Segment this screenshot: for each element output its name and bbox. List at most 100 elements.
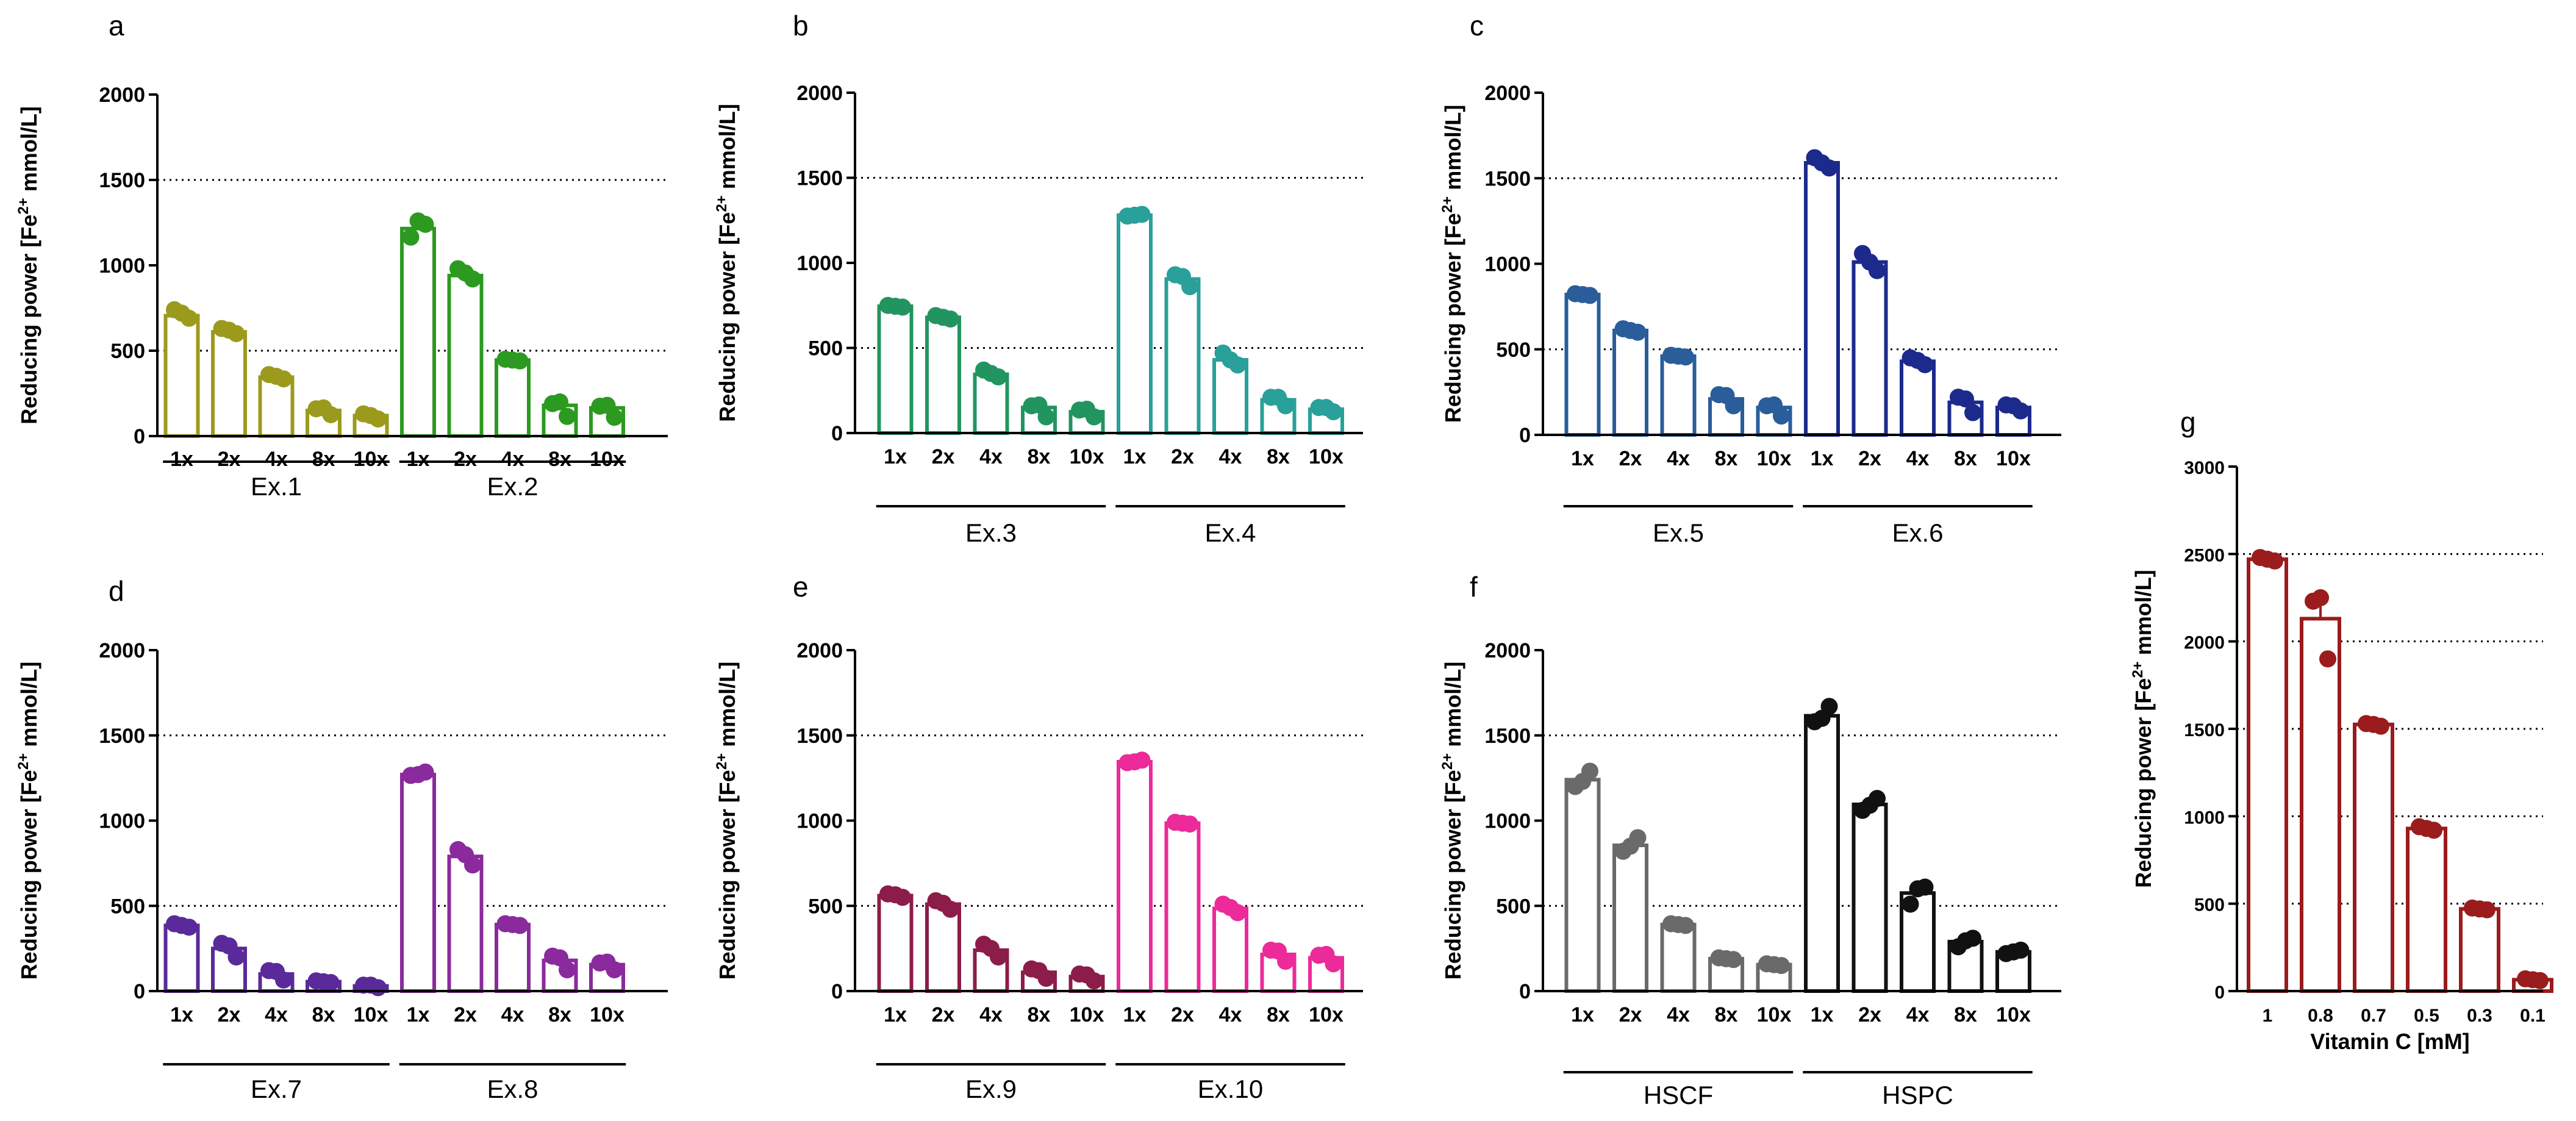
x-tick-label: 10x <box>590 1003 624 1026</box>
y-axis-label: Reducing power [Fe2+ mmol/L] <box>15 662 41 980</box>
data-point <box>1717 387 1735 404</box>
x-tick-label: 10x <box>354 448 388 471</box>
bar <box>1804 714 1840 994</box>
data-point <box>551 393 568 410</box>
bar <box>877 304 914 435</box>
bar <box>211 330 247 439</box>
data-point <box>2319 650 2336 668</box>
x-tick-label: 2x <box>932 445 955 468</box>
x-tick-label: 2x <box>932 1003 955 1026</box>
data-point <box>887 298 904 315</box>
x-tick-label: 10x <box>1996 1003 2031 1026</box>
bar <box>1852 260 1888 437</box>
y-tick-label: 1000 <box>1484 253 1531 276</box>
y-tick-label: 1000 <box>2184 808 2225 828</box>
panel-d-chart: d 0 500 1000 1500 2000 Reducing power [Fe2+ mm… <box>15 575 668 1103</box>
y-tick-label: 500 <box>808 337 843 360</box>
x-tick-label: 8x <box>1954 447 1977 470</box>
y-axis-label-superscript: 2+ <box>714 195 730 212</box>
x-tick-label: 0.3 <box>2467 1006 2492 1026</box>
y-tick-label: 1500 <box>2184 720 2225 740</box>
bar <box>2300 617 2341 993</box>
y-tick-label: 1500 <box>796 167 843 190</box>
panel-letter: c <box>1470 10 1484 41</box>
data-point <box>2471 900 2488 918</box>
data-point <box>1861 253 1878 271</box>
x-tick-label: 0.1 <box>2520 1006 2546 1026</box>
x-tick-label: 4x <box>979 1003 1003 1026</box>
data-point <box>1766 396 1783 414</box>
x-tick-label: 8x <box>548 448 571 471</box>
data-point <box>362 976 379 994</box>
data-point <box>1078 400 1095 418</box>
data-point <box>1622 321 1639 339</box>
data-point <box>409 212 427 230</box>
x-axis-label: Vitamin C [mM] <box>2310 1029 2469 1054</box>
x-tick-label: 10x <box>1309 1003 1343 1026</box>
data-point <box>1622 837 1639 855</box>
y-tick-label: 500 <box>1496 338 1531 362</box>
data-point <box>2312 589 2329 606</box>
y-tick-label: 0 <box>831 422 843 445</box>
data-point <box>598 953 616 971</box>
bar <box>1852 802 1888 993</box>
data-point <box>1861 797 1878 814</box>
y-tick-label: 1000 <box>99 254 145 278</box>
group-label: Ex.4 <box>1204 518 1256 547</box>
y-tick-label: 2000 <box>1484 639 1531 662</box>
y-axis-label-part: Reducing power [Fe <box>2131 678 2156 888</box>
data-point <box>1909 880 1927 898</box>
y-axis-label-part: mmol/L] <box>1440 105 1465 196</box>
x-tick-label: 4x <box>501 1003 524 1026</box>
data-point <box>220 937 238 954</box>
x-tick-label: 1 <box>2263 1006 2273 1026</box>
y-tick-label: 1500 <box>1484 725 1531 748</box>
y-tick-label: 1500 <box>1484 167 1531 190</box>
data-point <box>268 962 285 980</box>
y-tick-label: 500 <box>2194 895 2225 915</box>
x-tick-label: 4x <box>501 448 524 471</box>
x-tick-label: 2x <box>1171 445 1194 468</box>
y-tick-label: 2500 <box>2184 545 2225 565</box>
x-tick-label: 8x <box>1715 1003 1738 1026</box>
group-label: HSCF <box>1644 1081 1713 1109</box>
bar <box>495 358 531 439</box>
bar <box>447 273 484 438</box>
x-tick-label: 10x <box>1309 445 1343 468</box>
x-tick-label: 2x <box>1858 1003 1881 1026</box>
y-tick-label: 0 <box>134 425 145 448</box>
y-axis-label-superscript: 2+ <box>1439 753 1456 770</box>
y-tick-label: 0 <box>2214 983 2225 1003</box>
panel-f-chart: f 0 500 1000 1500 2000 Reducing power [Fe2+ mm… <box>1439 571 2061 1109</box>
x-tick-label: 1x <box>170 1003 193 1026</box>
panel-b-chart: b 0 500 1000 1500 2000 Reducing power [Fe2+ mm… <box>714 10 1363 547</box>
data-point <box>1766 956 1783 973</box>
x-tick-label: 2x <box>218 448 241 471</box>
bar <box>400 773 436 994</box>
x-tick-label: 2x <box>454 448 477 471</box>
x-tick-label: 10x <box>1070 445 1104 468</box>
data-point <box>2365 715 2382 733</box>
bar <box>1564 292 1601 437</box>
y-axis-label-part: Reducing power [Fe <box>1440 770 1465 980</box>
panel-e-chart: e 0 500 1000 1500 2000 Reducing power [Fe2+ mm… <box>714 571 1363 1103</box>
y-tick-label: 1000 <box>99 810 145 833</box>
x-tick-label: 4x <box>1667 447 1690 470</box>
data-point <box>1174 814 1191 832</box>
data-point <box>559 407 576 425</box>
bar <box>877 894 914 993</box>
data-point <box>315 973 332 990</box>
data-point <box>1030 962 1048 980</box>
group-label: Ex.6 <box>1892 518 1943 547</box>
data-point <box>1126 206 1143 224</box>
bar <box>1564 778 1601 994</box>
group-label: Ex.7 <box>251 1075 302 1103</box>
x-tick-label: 4x <box>1667 1003 1690 1026</box>
y-tick-label: 3000 <box>2184 458 2225 478</box>
x-tick-label: 8x <box>1028 1003 1051 1026</box>
data-point <box>315 399 332 417</box>
group-label: Ex.10 <box>1198 1075 1263 1103</box>
y-axis-label: Reducing power [Fe2+ mmol/L] <box>2130 570 2156 887</box>
y-tick-label: 1500 <box>99 725 145 748</box>
bar <box>2247 557 2288 993</box>
